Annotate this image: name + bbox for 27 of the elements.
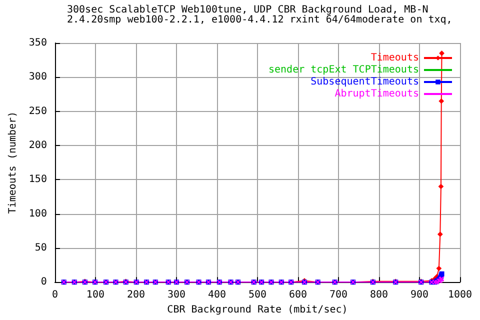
x-tick-label: 0 xyxy=(52,290,58,301)
chart-title: 300sec ScalableTCP Web100tune, UDP CBR Background Load, MB-N xyxy=(67,4,428,16)
y-tick-label: 150 xyxy=(28,174,47,186)
y-tick-label: 250 xyxy=(28,106,47,117)
y-tick-label: 200 xyxy=(28,140,47,151)
x-tick-label: 1000 xyxy=(448,290,472,301)
chart-subtitle: 2.4.20smp web100-2.2.1, e1000-4.4.12 rxint 64/64moderate on txq, xyxy=(67,14,452,26)
y-axis-title: Timeouts (number) xyxy=(8,111,18,214)
legend-label: Timeouts xyxy=(370,52,419,64)
x-tick-label: 100 xyxy=(86,290,104,301)
y-tick-label: 350 xyxy=(28,38,47,48)
x-tick-label: 600 xyxy=(288,290,308,301)
legend-label: AbruptTimeouts xyxy=(334,88,419,100)
legend-label: SubsequentTimeouts xyxy=(310,76,419,88)
x-tick-label: 900 xyxy=(410,290,429,301)
x-tick-label: 800 xyxy=(370,290,388,301)
x-tick-label: 300 xyxy=(167,290,186,301)
x-tick-label: 700 xyxy=(329,290,348,301)
x-axis-title: CBR Background Rate (mbit/sec) xyxy=(167,304,348,316)
y-tick-label: 100 xyxy=(28,208,47,220)
x-tick-label: 200 xyxy=(126,290,145,301)
x-tick-label: 400 xyxy=(208,290,226,301)
legend-label: sender tcpExt TCPTimeouts xyxy=(268,64,419,76)
y-tick-label: 300 xyxy=(28,72,47,83)
x-tick-label: 500 xyxy=(248,290,267,301)
y-tick-label: 0 xyxy=(40,276,47,288)
y-tick-label: 50 xyxy=(34,242,47,254)
